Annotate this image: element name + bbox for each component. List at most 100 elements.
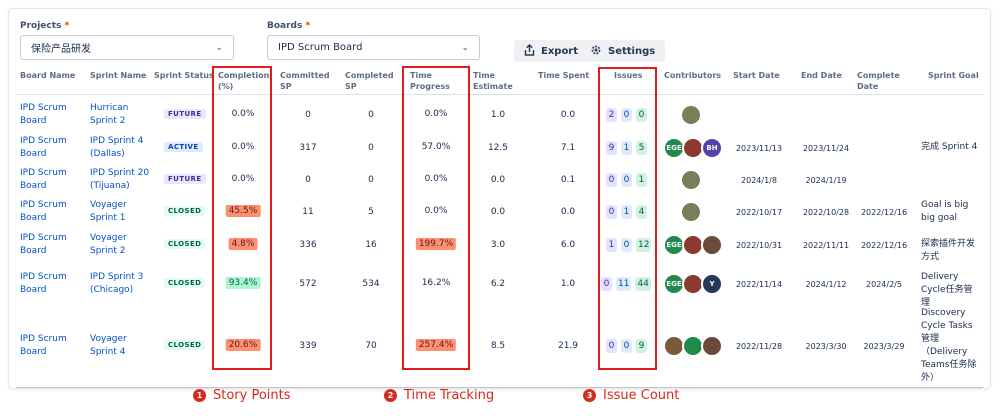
end-date: 2024/1/12 (805, 280, 847, 289)
story-points-highlight (212, 66, 272, 370)
sprint-status-badge: ACTIVE (164, 141, 203, 152)
avatar[interactable] (680, 104, 702, 126)
contributors-avatars (663, 335, 723, 357)
column-header-time-estimate[interactable]: Time Estimate (473, 71, 513, 91)
issue-count-group: 1 0 12 (606, 237, 655, 252)
column-header-time-spent[interactable]: Time Spent (538, 71, 590, 80)
board-name-link[interactable]: IPD Scrum Board (20, 272, 67, 295)
issues-done-count[interactable]: 0 (636, 108, 647, 122)
issues-done-count[interactable]: 1 (636, 173, 647, 187)
projects-select-value: 保险产品研发 (31, 44, 91, 55)
avatar[interactable] (701, 233, 723, 256)
completed-sp: 5 (368, 207, 374, 217)
export-button[interactable]: Export (514, 40, 589, 62)
boards-select[interactable]: IPD Scrum Board ⌄ (267, 35, 480, 60)
board-name-link[interactable]: IPD Scrum Board (20, 103, 67, 126)
projects-select[interactable]: 保险产品研发 ⌄ (20, 35, 234, 60)
column-header-sprint-name[interactable]: Sprint Name (90, 71, 147, 80)
issues-todo-count[interactable]: 1 (606, 237, 617, 252)
completion-value: 0.0% (231, 109, 255, 119)
column-header-completion[interactable]: Completion (%) (218, 71, 270, 91)
sprint-goal: Delivery Cycle任务管理 (921, 272, 973, 308)
start-date: 2023/11/13 (735, 143, 783, 153)
sprint-status-badge: FUTURE (164, 174, 206, 184)
annotation-time-tracking: 2 Time Tracking (384, 388, 494, 403)
column-header-committed[interactable]: Committed SP (280, 71, 330, 91)
board-name-link[interactable]: IPD Scrum Board (20, 200, 67, 223)
completion-value: 20.6% (225, 339, 261, 351)
settings-label: Settings (608, 45, 656, 57)
report-card (8, 8, 991, 389)
sprint-name-link[interactable]: Voyager Sprint 2 (90, 232, 127, 256)
issue-count-highlight (598, 67, 657, 370)
avatar[interactable]: Y (701, 273, 723, 295)
sprint-name-link[interactable]: IPD Sprint 4 (Dallas) (90, 135, 144, 159)
contributors-avatars: EGE BH (663, 136, 723, 159)
issues-in-progress-count[interactable]: 11 (616, 277, 632, 291)
issues-done-count[interactable]: 4 (636, 205, 647, 219)
sprint-name-link[interactable]: Hurrican Sprint 2 (90, 103, 129, 126)
sprint-name-link[interactable]: Voyager Sprint 4 (90, 334, 127, 357)
issues-todo-count[interactable]: 2 (606, 108, 617, 122)
completed-sp: 70 (365, 341, 377, 351)
completion-value: 93.4% (225, 277, 261, 289)
issues-todo-count[interactable]: 0 (606, 205, 617, 219)
start-date: 2022/11/14 (735, 280, 783, 289)
board-name-link[interactable]: IPD Scrum Board (20, 168, 67, 191)
boards-label: Boards * (267, 21, 311, 31)
issues-todo-count[interactable]: 0 (606, 339, 617, 353)
completion-value: 4.8% (228, 237, 258, 250)
committed-sp: 317 (299, 142, 317, 153)
sprint-name-link[interactable]: IPD Sprint 20 (Tijuana) (90, 168, 150, 191)
sprint-status-badge: CLOSED (164, 238, 206, 249)
avatar[interactable] (680, 201, 702, 223)
committed-sp: 11 (302, 207, 314, 217)
issues-todo-count[interactable]: 9 (606, 140, 617, 155)
board-name-link[interactable]: IPD Scrum Board (20, 334, 67, 357)
chevron-down-icon: ⌄ (461, 42, 469, 53)
column-header-contributors[interactable]: Contributors (664, 71, 722, 80)
issues-todo-count[interactable]: 0 (606, 173, 617, 187)
issues-done-count[interactable]: 9 (636, 339, 647, 353)
board-name-link[interactable]: IPD Scrum Board (20, 232, 67, 256)
end-date: 2024/1/19 (805, 176, 847, 185)
sprint-name-link[interactable]: IPD Sprint 3 (Chicago) (90, 272, 144, 295)
start-date: 2024/1/8 (741, 176, 777, 185)
issues-in-progress-count[interactable]: 0 (621, 237, 632, 252)
issues-todo-count[interactable]: 0 (601, 277, 612, 291)
sprint-name-link[interactable]: Voyager Sprint 1 (90, 200, 127, 223)
avatar[interactable]: BH (701, 136, 723, 159)
issues-in-progress-count[interactable]: 0 (621, 108, 632, 122)
avatar[interactable] (701, 335, 723, 357)
column-header-end-date[interactable]: End Date (801, 71, 842, 80)
column-header-time-progress[interactable]: Time Progress (410, 71, 450, 91)
issues-done-count[interactable]: 44 (635, 277, 651, 291)
column-header-complete-date[interactable]: Complete Date (857, 71, 900, 91)
column-header-sprint-goal[interactable]: Sprint Goal (928, 71, 979, 80)
issues-done-count[interactable]: 5 (636, 140, 647, 155)
issues-done-count[interactable]: 12 (636, 237, 652, 252)
end-date: 2022/11/11 (802, 240, 850, 250)
contributors-avatars (680, 104, 702, 126)
time-estimate: 1.0 (490, 110, 506, 120)
column-header-board-name[interactable]: Board Name (20, 71, 76, 80)
avatar[interactable] (680, 169, 702, 191)
time-progress-value: 257.4% (415, 339, 457, 351)
issues-in-progress-count[interactable]: 0 (621, 173, 632, 187)
column-header-start-date[interactable]: Start Date (733, 71, 780, 80)
sprint-status-badge: CLOSED (164, 278, 206, 288)
annotation-label: Story Points (213, 388, 291, 403)
column-header-issues[interactable]: Issues (614, 71, 643, 80)
issues-in-progress-count[interactable]: 1 (621, 205, 632, 219)
board-name-link[interactable]: IPD Scrum Board (20, 135, 67, 159)
settings-button[interactable]: Settings (580, 40, 666, 62)
annotation-number: 1 (193, 389, 206, 402)
column-header-sprint-status[interactable]: Sprint Status (154, 71, 214, 80)
contributors-avatars (680, 169, 702, 191)
issues-in-progress-count[interactable]: 1 (621, 140, 632, 155)
column-header-completed[interactable]: Completed SP (345, 71, 394, 91)
issues-in-progress-count[interactable]: 0 (621, 339, 632, 353)
time-estimate: 0.0 (490, 207, 506, 217)
